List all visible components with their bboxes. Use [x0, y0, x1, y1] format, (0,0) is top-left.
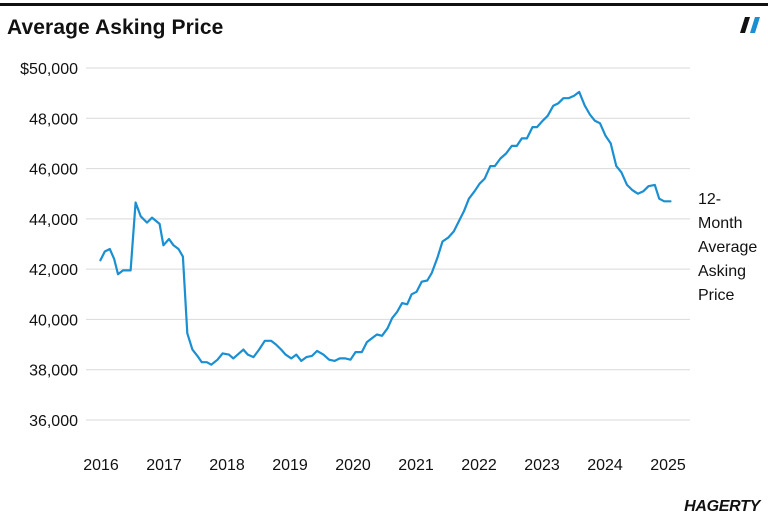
y-tick-label: 38,000: [29, 363, 78, 380]
y-tick-label: 36,000: [29, 413, 78, 430]
x-tick-label: 2025: [650, 457, 686, 474]
series-label: 12-Month Average Asking Price: [698, 191, 758, 304]
series-group: [99, 90, 672, 366]
chart-title: Average Asking Price: [7, 16, 224, 39]
x-axis-ticks: 2016 2017 2018 2019 2020 2021 2022 2023 2024 2025: [83, 457, 686, 474]
x-tick-label: 2016: [83, 457, 119, 474]
grid: [86, 67, 690, 421]
x-tick-label: 2024: [587, 457, 623, 474]
y-axis-ticks: 36,000 38,000 40,000 42,000 44,000 46,000 48,0…: [20, 61, 78, 430]
x-tick-label: 2022: [461, 457, 497, 474]
series-line: [99, 90, 672, 366]
brand-logo: HAGERTY: [684, 498, 760, 515]
x-tick-label: 2019: [272, 457, 308, 474]
x-tick-label: 2023: [524, 457, 560, 474]
brand-mark-icon: [740, 17, 760, 33]
y-tick-label: 40,000: [29, 312, 78, 329]
y-tick-label: 46,000: [29, 162, 78, 179]
x-tick-label: 2020: [335, 457, 371, 474]
x-tick-label: 2018: [209, 457, 245, 474]
y-tick-label: $50,000: [20, 61, 78, 78]
y-tick-label: 48,000: [29, 111, 78, 128]
y-tick-label: 44,000: [29, 212, 78, 229]
x-tick-label: 2021: [398, 457, 434, 474]
x-tick-label: 2017: [146, 457, 182, 474]
y-tick-label: 42,000: [29, 262, 78, 279]
top-rule: [0, 3, 768, 6]
